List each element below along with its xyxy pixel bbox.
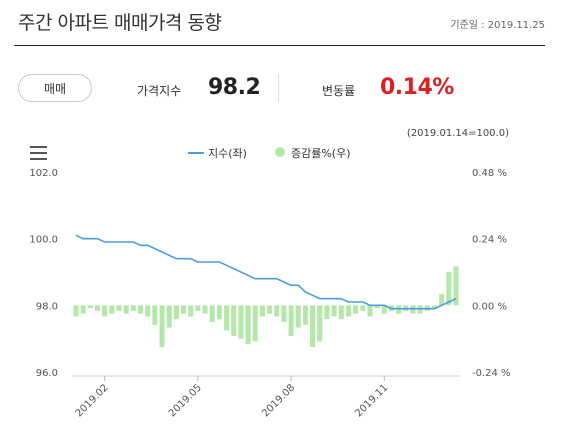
page-title: 주간 아파트 매매가격 동향 (18, 12, 222, 34)
y-left-tick-label: 100.0 (29, 235, 58, 246)
change-bar (431, 305, 437, 309)
change-bar (281, 305, 287, 322)
change-bar (238, 305, 244, 339)
change-bar (87, 305, 93, 309)
change-bar (209, 305, 215, 322)
change-bar (453, 266, 459, 306)
change-bar (202, 305, 208, 314)
change-bar (159, 305, 165, 347)
x-tick-label: 2019.02 (74, 382, 111, 419)
change-bar (310, 305, 316, 347)
change-bar (446, 272, 452, 306)
change-bar (252, 305, 258, 342)
reference-date: 기준일 : 2019.11.25 (450, 20, 545, 31)
change-rate-label: 변동률 (322, 84, 356, 98)
change-bar (374, 305, 380, 309)
change-bar (216, 305, 222, 320)
change-bar (138, 305, 144, 314)
y-right-tick-label: -0.24 % (472, 368, 511, 379)
legend-label-index: 지수(좌) (208, 147, 247, 160)
change-bar (123, 305, 129, 314)
x-tick-label: 2019.05 (167, 382, 204, 419)
y-right-tick-label: 0.48 % (472, 168, 507, 179)
change-bar (381, 305, 387, 314)
x-tick-label: 2019.11 (353, 382, 390, 419)
change-bar (259, 305, 265, 317)
index-series-line (75, 234, 457, 310)
change-bar (73, 305, 79, 317)
change-bar (80, 305, 86, 314)
base-index-note: (2019.01.14=100.0) (406, 128, 509, 139)
change-bar (274, 305, 280, 317)
x-tick-label: 2019.08 (260, 382, 297, 419)
change-bar (295, 305, 301, 328)
change-bar (188, 305, 194, 317)
stats-divider (278, 74, 279, 102)
change-bar (367, 305, 373, 317)
change-bar (181, 305, 187, 314)
change-bar (317, 305, 323, 342)
y-left-tick-label: 102.0 (29, 168, 58, 179)
change-bar (338, 305, 344, 320)
change-bar (145, 305, 151, 317)
change-bar (302, 305, 308, 325)
change-bar (288, 305, 294, 336)
y-right-tick-label: 0.00 % (472, 301, 507, 312)
change-bar (360, 305, 366, 311)
y-left-tick-label: 96.0 (36, 368, 58, 379)
change-bar (345, 305, 351, 317)
change-rate-value: 0.14% (380, 75, 454, 100)
change-bar (95, 305, 101, 311)
change-bar (231, 305, 237, 336)
title-divider (14, 45, 545, 46)
change-bar (224, 305, 230, 331)
change-bar (102, 305, 108, 317)
chart-menu-icon[interactable] (30, 146, 47, 160)
change-bar (130, 305, 136, 311)
price-index-label: 가격지수 (137, 84, 182, 98)
price-index-value: 98.2 (208, 75, 261, 100)
change-bar (353, 305, 359, 314)
change-bar (331, 305, 337, 317)
legend-label-change: 증감률%(우) (291, 147, 351, 160)
change-bar (166, 305, 172, 328)
change-bar (173, 305, 179, 320)
change-bar (324, 305, 330, 320)
change-bar (152, 305, 158, 325)
trade-type-toggle-button[interactable]: 매매 (18, 74, 92, 102)
change-bar (267, 305, 273, 314)
change-bar (245, 305, 251, 345)
change-bar (195, 305, 201, 311)
y-left-tick-label: 98.0 (36, 301, 58, 312)
legend-bar-swatch (275, 147, 285, 157)
change-bar (109, 305, 115, 314)
y-right-tick-label: 0.24 % (472, 235, 507, 246)
change-bar (439, 294, 445, 306)
change-bar (116, 305, 122, 311)
